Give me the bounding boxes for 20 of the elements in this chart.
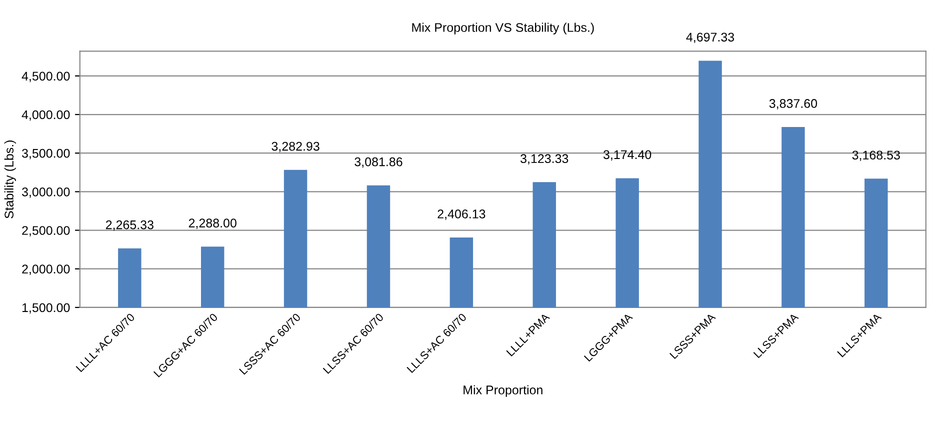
y-axis-title: Stability (Lbs.) — [4, 140, 16, 218]
y-tick-label: 2,500.00 — [22, 226, 70, 236]
y-tick-label: 4,500.00 — [22, 72, 70, 82]
data-label: 3,282.93 — [272, 142, 320, 152]
data-label: 4,697.33 — [686, 32, 734, 44]
data-label: 3,123.33 — [520, 154, 568, 165]
y-tick-label: 3,000.00 — [22, 187, 70, 198]
data-label: 3,081.86 — [354, 157, 402, 168]
x-axis-title: Mix Proportion — [464, 385, 542, 397]
chart-title: Mix Proportion VS Stability (Lbs.) — [412, 22, 594, 34]
data-label: 3,837.60 — [769, 99, 818, 110]
data-label: 2,265.33 — [106, 220, 154, 231]
data-label: 3,174.40 — [603, 150, 652, 161]
y-tick-label: 4,000.00 — [22, 110, 70, 121]
y-tick-label: 2,000.00 — [22, 264, 70, 275]
y-tick-label: 3,500.00 — [22, 148, 70, 160]
data-label: 3,168.53 — [852, 150, 900, 162]
y-tick-label: 1,500.00 — [22, 303, 70, 314]
data-label: 2,288.00 — [188, 218, 236, 229]
data-label: 2,406.13 — [438, 210, 486, 220]
